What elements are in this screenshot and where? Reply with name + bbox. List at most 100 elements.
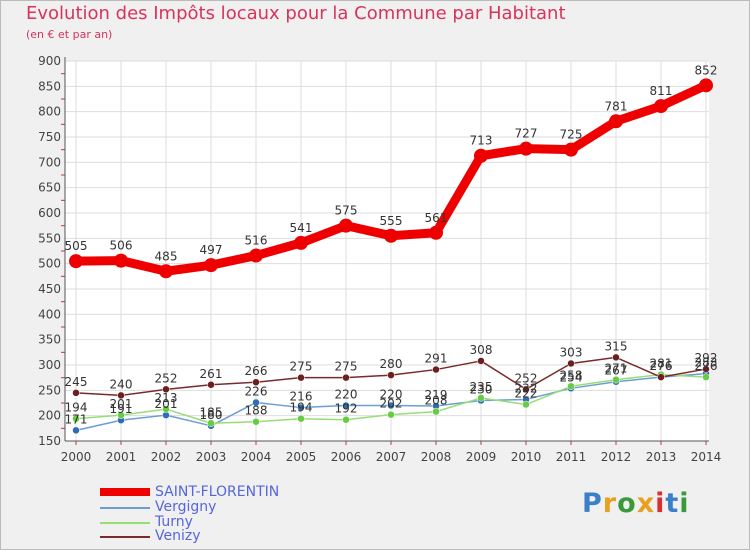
data-point-turny: [207, 419, 215, 428]
legend-swatch-venizy: [100, 536, 150, 538]
data-point-venizy: [207, 381, 215, 389]
y-tick-label: 300: [38, 358, 61, 372]
data-point-turny: [612, 375, 620, 384]
chart-title: Evolution des Impôts locaux pour la Comm…: [26, 3, 566, 24]
data-point-venizy: [162, 385, 170, 394]
data-point-saint-florentin: [474, 148, 488, 163]
plot-area: [65, 61, 709, 441]
legend-label-turny: Turny: [155, 514, 193, 530]
y-tick-label: 200: [38, 409, 61, 423]
y-tick-label: 800: [38, 105, 61, 119]
data-point-vergigny: [297, 403, 305, 412]
y-tick-label: 500: [38, 257, 61, 271]
x-tick-label: 2002: [151, 450, 182, 464]
data-label-venizy: 315: [605, 339, 628, 353]
data-point-venizy: [117, 391, 125, 400]
x-tick-label: 2010: [511, 450, 542, 464]
data-label-turny: 188: [245, 404, 268, 418]
data-point-saint-florentin: [294, 235, 308, 250]
data-label-turny: 202: [380, 397, 403, 411]
data-point-turny: [432, 407, 440, 416]
legend-swatch-turny: [100, 522, 150, 524]
data-label-saint-florentin: 485: [155, 249, 178, 263]
data-point-venizy: [432, 365, 440, 374]
data-label-venizy: 245: [65, 375, 88, 389]
y-tick-label: 750: [38, 130, 61, 144]
data-label-venizy: 303: [560, 345, 583, 359]
data-point-turny: [702, 373, 710, 381]
data-label-venizy: 291: [425, 352, 448, 366]
data-point-turny: [342, 415, 350, 424]
data-label-vergigny: 267: [605, 364, 628, 378]
x-tick-label: 2009: [466, 450, 497, 464]
data-label-vergigny: 232: [515, 381, 538, 395]
data-point-saint-florentin: [339, 218, 353, 233]
data-label-vergigny: 171: [65, 412, 88, 426]
data-point-turny: [162, 405, 170, 413]
data-label-turny: 235: [470, 380, 493, 394]
data-label-vergigny: 191: [110, 402, 133, 416]
data-point-saint-florentin: [204, 258, 218, 273]
data-point-turny: [567, 382, 575, 391]
data-point-turny: [387, 410, 395, 419]
data-label-saint-florentin: 727: [515, 127, 538, 141]
logo-letter: i: [679, 488, 690, 519]
y-tick-label: 700: [38, 155, 61, 169]
x-tick-label: 2001: [106, 450, 137, 464]
data-point-turny: [477, 394, 485, 402]
logo-letter: o: [617, 488, 637, 519]
data-label-saint-florentin: 561: [425, 211, 448, 225]
x-tick-label: 2008: [421, 450, 452, 464]
y-tick-label: 150: [38, 434, 61, 448]
data-label-vergigny: 230: [470, 382, 493, 396]
data-point-saint-florentin: [609, 114, 623, 129]
data-label-vergigny: 276: [650, 359, 673, 373]
data-label-saint-florentin: 555: [380, 214, 403, 228]
data-point-saint-florentin: [429, 225, 443, 240]
y-tick-label: 650: [38, 181, 61, 195]
data-label-turny: 258: [560, 368, 583, 382]
data-label-turny: 208: [425, 394, 448, 408]
data-point-vergigny: [387, 401, 395, 410]
data-label-turny: 222: [515, 387, 538, 401]
data-label-turny: 201: [110, 397, 133, 411]
data-point-saint-florentin: [159, 264, 173, 279]
data-label-turny: 281: [650, 357, 673, 371]
y-tick-label: 450: [38, 282, 61, 296]
data-label-vergigny: 216: [290, 390, 313, 404]
data-label-vergigny: 226: [245, 384, 268, 398]
data-label-venizy: 275: [335, 360, 358, 374]
x-tick-label: 2014: [691, 450, 722, 464]
y-tick-label: 900: [38, 54, 61, 68]
logo-letter: i: [655, 488, 666, 519]
legend-swatch-saint-florentin: [100, 488, 150, 496]
data-point-venizy: [297, 373, 305, 382]
data-label-vergigny: 220: [335, 388, 358, 402]
logo-letter: t: [665, 488, 680, 519]
legend-label-venizy: Venizy: [155, 528, 201, 544]
data-label-vergigny: 180: [200, 408, 223, 422]
y-tick-label: 550: [38, 231, 61, 245]
data-point-venizy: [702, 365, 710, 373]
data-point-saint-florentin: [564, 142, 578, 157]
data-label-turny: 194: [65, 401, 88, 415]
data-label-venizy: 240: [110, 377, 133, 391]
data-label-saint-florentin: 713: [470, 134, 493, 148]
data-point-venizy: [567, 359, 575, 368]
data-label-venizy: 276: [650, 359, 673, 373]
x-tick-label: 2004: [241, 450, 272, 464]
data-point-turny: [72, 414, 80, 423]
data-label-vergigny: 219: [425, 388, 448, 402]
data-label-saint-florentin: 516: [245, 234, 268, 248]
x-tick-label: 2003: [196, 450, 227, 464]
data-point-turny: [252, 417, 260, 426]
data-label-vergigny: 254: [560, 370, 583, 384]
data-point-saint-florentin: [69, 254, 83, 269]
data-label-vergigny: 220: [380, 388, 403, 402]
data-point-venizy: [657, 373, 665, 381]
data-point-turny: [522, 400, 530, 409]
data-label-saint-florentin: 541: [290, 221, 313, 235]
data-label-saint-florentin: 497: [200, 243, 223, 257]
data-label-venizy: 292: [695, 351, 718, 365]
data-point-venizy: [612, 353, 620, 362]
